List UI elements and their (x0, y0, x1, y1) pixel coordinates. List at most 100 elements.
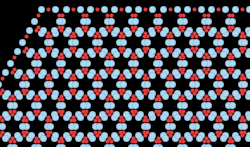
Point (246, 50, 250, 52)
Point (148, 95, 152, 97)
Point (117, 119, 121, 121)
Point (20, 131, 24, 133)
Point (108, 56, 112, 58)
Point (12, 110, 16, 112)
Point (210, 71, 214, 73)
Point (191, 134, 195, 136)
Point (46, 50, 50, 52)
Point (246, 116, 250, 118)
Point (105, 140, 109, 142)
Point (15, 92, 19, 94)
Point (174, 116, 178, 118)
Point (108, 98, 112, 100)
Point (162, 95, 166, 97)
Point (53, 74, 57, 76)
Point (169, 77, 173, 79)
Point (27, 53, 31, 55)
Point (203, 137, 207, 139)
Point (102, 32, 105, 34)
Point (131, 137, 135, 139)
Point (108, 14, 112, 16)
Point (112, 116, 116, 118)
Point (165, 125, 169, 127)
Point (39, 74, 43, 76)
Point (58, 95, 62, 97)
Point (8, 104, 12, 106)
Point (121, 125, 125, 127)
Point (190, 77, 194, 79)
Point (148, 113, 152, 115)
Point (208, 116, 212, 118)
Point (242, 83, 246, 85)
Point (229, 68, 233, 70)
Point (150, 74, 154, 76)
Point (107, 95, 111, 97)
Point (181, 20, 185, 22)
Point (167, 116, 171, 118)
Point (184, 92, 188, 94)
Point (94, 74, 98, 76)
Point (155, 95, 159, 97)
Point (120, 35, 124, 37)
Point (93, 77, 97, 79)
Point (96, 47, 100, 49)
Point (64, 116, 68, 118)
Point (124, 137, 128, 139)
Point (36, 26, 40, 28)
Point (205, 104, 209, 106)
Point (27, 71, 31, 73)
Point (208, 50, 212, 52)
Point (167, 8, 171, 10)
Point (215, 74, 219, 76)
Point (202, 14, 206, 16)
Point (196, 71, 200, 73)
Point (186, 137, 190, 139)
Point (138, 137, 142, 139)
Point (88, 116, 92, 118)
Point (0, 125, 4, 127)
Point (174, 32, 178, 34)
Point (69, 35, 73, 37)
Point (156, 14, 160, 16)
Point (155, 53, 159, 55)
Point (177, 104, 181, 106)
Point (81, 146, 85, 147)
Point (39, 92, 43, 94)
Point (244, 53, 248, 55)
Point (29, 74, 33, 76)
Point (34, 29, 38, 31)
Point (229, 62, 233, 64)
Point (156, 98, 160, 100)
Point (112, 8, 116, 10)
Point (84, 98, 88, 100)
Point (193, 47, 197, 49)
Point (114, 95, 118, 97)
Point (136, 116, 140, 118)
Point (160, 32, 164, 34)
Point (64, 32, 68, 34)
Point (0, 77, 4, 79)
Point (24, 119, 28, 121)
Point (172, 29, 176, 31)
Point (186, 53, 190, 55)
Point (78, 116, 82, 118)
Point (126, 50, 130, 52)
Point (162, 137, 166, 139)
Point (46, 116, 50, 118)
Point (81, 14, 85, 16)
Point (64, 134, 68, 136)
Point (27, 95, 31, 97)
Point (210, 95, 214, 97)
Point (229, 110, 233, 112)
Point (24, 125, 28, 127)
Point (156, 26, 160, 28)
Point (78, 74, 82, 76)
Point (60, 56, 64, 58)
Point (145, 83, 149, 85)
Point (229, 104, 233, 106)
Point (124, 95, 128, 97)
Point (8, 98, 12, 100)
Point (138, 29, 142, 31)
Point (46, 92, 50, 94)
Point (82, 95, 86, 97)
